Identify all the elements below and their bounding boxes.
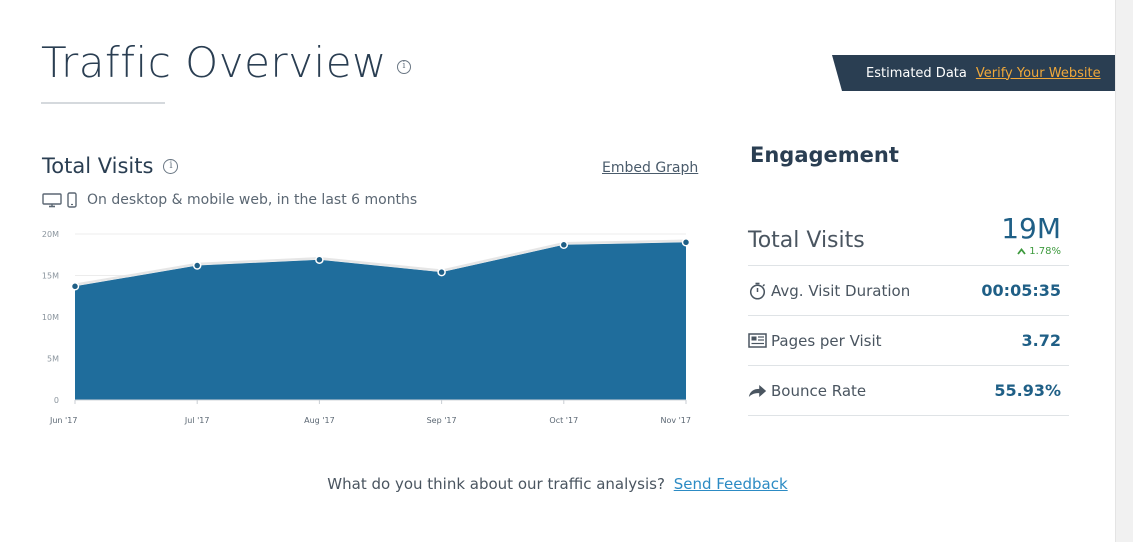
chart-subtitle: On desktop & mobile web, in the last 6 m… — [42, 192, 417, 208]
engagement-row-total-visits: Total Visits 19M 1.78% — [748, 206, 1069, 266]
y-tick-label: 15M — [42, 272, 59, 281]
x-tick-label: Aug '17 — [304, 416, 335, 425]
verify-website-link[interactable]: Verify Your Website — [975, 65, 1101, 81]
avg-visit-duration-label: Avg. Visit Duration — [771, 281, 911, 300]
total-visits-value: 19M — [1001, 211, 1061, 245]
total-visits-header: Total Visits i — [42, 154, 179, 178]
chart-subtitle-text: On desktop & mobile web, in the last 6 m… — [87, 192, 418, 208]
y-tick-label: 20M — [42, 230, 59, 239]
page-header: Traffic Overview i — [41, 38, 411, 87]
feedback-question: What do you think about our traffic anal… — [327, 475, 665, 493]
total-visits-title: Total Visits — [42, 154, 154, 178]
visits-area — [75, 242, 686, 400]
x-tick-label: Nov '17 — [660, 416, 691, 425]
stopwatch-icon — [749, 282, 766, 300]
total-visits-change: 1.78% — [1001, 246, 1061, 257]
y-tick-label: 10M — [42, 313, 59, 322]
pages-per-visit-label: Pages per Visit — [771, 331, 882, 350]
engagement-title: Engagement — [750, 143, 899, 167]
total-visits-chart: 0 5M 10M 15M 20M Jun '17 Jul '17 Aug '17 Sep '17… — [42, 230, 691, 425]
data-point — [681, 238, 691, 247]
y-tick-label: 0 — [54, 396, 59, 405]
data-point — [559, 240, 569, 250]
x-tick-label: Oct '17 — [549, 416, 578, 425]
bounce-arrow-icon — [748, 384, 767, 397]
visits-line — [74, 239, 687, 287]
up-arrow-icon — [1017, 247, 1026, 255]
send-feedback-link[interactable]: Send Feedback — [673, 475, 788, 493]
total-visits-label: Total Visits — [748, 228, 865, 253]
mobile-icon — [67, 192, 77, 208]
engagement-row-pages-per-visit: Pages per Visit 3.72 — [748, 316, 1069, 366]
total-visits-change-text: 1.78% — [1029, 245, 1061, 257]
desktop-icon — [42, 192, 62, 207]
engagement-row-avg-visit-duration: Avg. Visit Duration 00:05:35 — [748, 266, 1069, 316]
page-title: Traffic Overview — [41, 38, 387, 87]
x-tick-label: Jun '17 — [49, 416, 77, 425]
y-tick-label: 5M — [47, 355, 59, 364]
bounce-rate-label: Bounce Rate — [771, 381, 867, 400]
estimated-data-label: Estimated Data — [866, 65, 967, 81]
scrollbar-track[interactable] — [1115, 0, 1133, 542]
data-point — [70, 282, 80, 291]
x-tick-label: Sep '17 — [427, 416, 457, 425]
engagement-row-bounce-rate: Bounce Rate 55.93% — [748, 366, 1069, 416]
info-icon[interactable]: i — [163, 158, 179, 174]
data-point — [192, 261, 202, 270]
data-point — [315, 255, 324, 264]
info-icon[interactable]: i — [396, 59, 411, 74]
title-underline — [41, 102, 165, 104]
estimated-data-banner: Estimated Data Verify Your Website — [832, 55, 1115, 91]
pages-icon — [748, 332, 767, 348]
avg-visit-duration-value: 00:05:35 — [981, 281, 1061, 300]
pages-per-visit-value: 3.72 — [1021, 331, 1061, 350]
x-tick-label: Jul '17 — [184, 416, 210, 425]
bounce-rate-value: 55.93% — [994, 381, 1061, 400]
feedback-prompt: What do you think about our traffic anal… — [0, 475, 1115, 493]
embed-graph-link[interactable]: Embed Graph — [602, 160, 699, 176]
data-point — [437, 267, 446, 277]
